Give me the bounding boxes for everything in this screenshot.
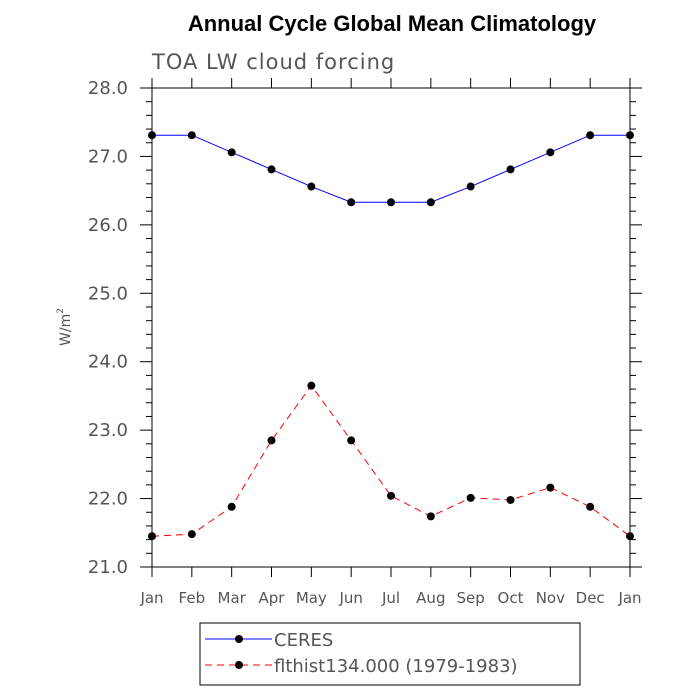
x-tick-label: Nov: [536, 589, 565, 607]
x-tick-label: Jun: [338, 589, 362, 607]
y-axis-label-superscript: 2: [56, 308, 66, 314]
data-point: [227, 148, 236, 157]
x-tick-label: Jul: [381, 589, 400, 607]
legend-label: flthist134.000 (1979-1983): [274, 656, 518, 677]
legend-item: flthist134.000 (1979-1983): [205, 656, 518, 677]
plot-frame: [151, 87, 631, 568]
y-tick-label: 28.0: [88, 78, 128, 99]
x-tick-label: Mar: [218, 589, 247, 607]
y-tick-label: 26.0: [88, 215, 128, 236]
y-tick-label: 27.0: [88, 146, 128, 167]
x-tick-label: May: [296, 589, 327, 607]
data-point: [466, 493, 475, 502]
legend-item: CERES: [205, 630, 333, 651]
legend: CERES flthist134.000 (1979-1983): [199, 622, 581, 686]
data-point: [466, 182, 475, 191]
series-layer: [148, 131, 634, 541]
series-line: [151, 384, 631, 537]
series-1: [148, 131, 634, 207]
data-point: [586, 502, 595, 511]
data-point: [506, 495, 515, 504]
data-point: [626, 131, 634, 140]
x-tick-label: Apr: [259, 589, 286, 607]
legend-entries: CERES flthist134.000 (1979-1983): [205, 630, 518, 677]
x-tick-label: Aug: [416, 589, 445, 607]
data-point: [506, 165, 515, 174]
x-tick-label: Jan: [139, 589, 163, 607]
data-point: [426, 198, 435, 207]
chart-subtitle: TOA LW cloud forcing: [151, 50, 395, 74]
axis-ticks: [140, 78, 642, 577]
y-tick-label: 25.0: [88, 283, 128, 304]
y-axis-label: W/m2: [56, 308, 74, 346]
data-point: [187, 530, 196, 539]
y-axis-label-unit: W/m: [58, 314, 74, 346]
data-point: [347, 198, 356, 207]
y-tick-label: 22.0: [88, 489, 128, 510]
data-point: [307, 182, 316, 191]
y-tick-label: 21.0: [88, 557, 128, 578]
data-point: [387, 491, 395, 500]
chart-title: Annual Cycle Global Mean Climatology: [188, 11, 597, 36]
x-tick-labels: Jan Feb Mar Apr May Jun Jul Aug Sep Oct Nov Dec Jan: [139, 589, 641, 607]
y-tick-label: 23.0: [88, 420, 128, 441]
x-tick-label: Sep: [457, 589, 485, 607]
x-tick-label: Feb: [179, 589, 206, 607]
x-tick-label: Oct: [498, 589, 524, 607]
data-point: [586, 131, 595, 140]
data-point: [227, 502, 236, 511]
data-point: [267, 165, 276, 174]
legend-box: [199, 622, 581, 686]
y-tick-label: 24.0: [88, 352, 128, 373]
data-point: [546, 148, 555, 157]
data-point: [148, 532, 156, 541]
data-point: [267, 436, 276, 445]
data-point: [426, 512, 435, 521]
data-point: [387, 198, 395, 207]
data-point: [347, 436, 356, 445]
series-line: [152, 134, 630, 203]
data-point: [546, 483, 555, 492]
legend-label: CERES: [274, 630, 333, 651]
data-point: [626, 532, 634, 541]
data-point: [187, 131, 196, 140]
legend-marker: [235, 635, 243, 643]
y-tick-labels: 21.0 22.0 23.0 24.0 25.0 26.0 27.0 28.0: [88, 78, 128, 578]
x-tick-label: Dec: [576, 589, 605, 607]
series-2: [148, 381, 634, 541]
x-tick-label: Jan: [617, 589, 641, 607]
data-point: [307, 381, 316, 390]
data-point: [148, 131, 156, 140]
legend-marker: [235, 661, 243, 669]
